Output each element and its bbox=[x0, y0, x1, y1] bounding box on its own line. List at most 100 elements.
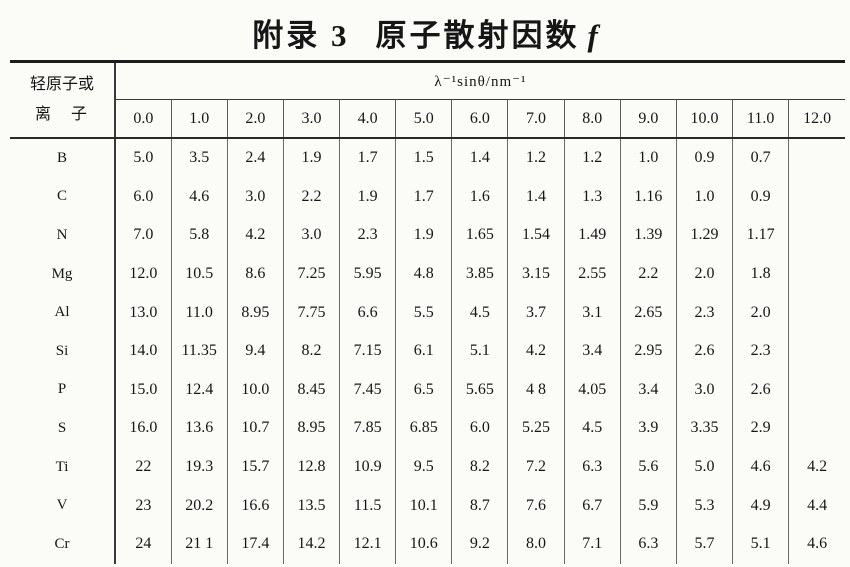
table-cell: 2.3 bbox=[732, 331, 789, 371]
table-cell: 24 bbox=[135, 535, 152, 553]
table-cell: 14.0 bbox=[129, 342, 158, 360]
table-cell: 8.0 bbox=[507, 524, 565, 564]
table-cell: 1.16 bbox=[619, 177, 677, 217]
table-cell: 2.4 bbox=[226, 138, 284, 178]
table-cell: 4.6 bbox=[732, 447, 789, 487]
table-cell: 3.4 bbox=[619, 370, 677, 410]
table-cell: 1.5 bbox=[395, 138, 452, 178]
table-cell: 1.49 bbox=[563, 216, 621, 255]
table-cell: 2.3 bbox=[339, 216, 396, 255]
table-cell bbox=[788, 370, 845, 410]
table-cell: 6.85 bbox=[395, 409, 452, 448]
column-header: 4.0 bbox=[339, 99, 396, 139]
table-cell: 5.65 bbox=[451, 370, 508, 410]
column-header: 8.0 bbox=[563, 99, 621, 139]
element-symbol: Ti bbox=[10, 447, 116, 487]
table-cell: 8.6 bbox=[226, 254, 284, 294]
table-cell: 10.7 bbox=[226, 409, 284, 448]
table-row: V 23 20.2 16.6 13.5 11.5 10.1 8.7 7.6 6.7 5.9 5.3 4.… bbox=[10, 486, 845, 525]
table-cell: 10.5 bbox=[170, 254, 228, 294]
table-cell: 15.7 bbox=[226, 447, 284, 487]
table-cell: 9.5 bbox=[395, 447, 452, 487]
table-cell: 4.2 bbox=[226, 216, 284, 255]
table-cell: 1.7 bbox=[395, 177, 452, 217]
table-cell: 4.2 bbox=[788, 447, 845, 487]
table-cell: 4.05 bbox=[563, 370, 621, 410]
table-cell bbox=[788, 409, 845, 448]
table-cell: 3.0 bbox=[675, 370, 733, 410]
row-header-line1: 轻原子或 bbox=[29, 75, 94, 93]
table-cell: 10.6 bbox=[395, 524, 452, 564]
row-header-line2: 离 子 bbox=[34, 106, 89, 123]
table-cell: 19.3 bbox=[170, 447, 228, 487]
element-symbol: V bbox=[10, 486, 116, 525]
table-cell: 7.25 bbox=[282, 254, 340, 294]
element-symbol: Si bbox=[10, 331, 116, 371]
table-cell: 12.4 bbox=[170, 370, 228, 410]
table-cell: 14.2 bbox=[282, 524, 340, 564]
table-cell: 11.35 bbox=[170, 331, 228, 371]
table-cell: 4.4 bbox=[788, 486, 845, 525]
element-symbol: N bbox=[10, 216, 116, 255]
column-header: 7.0 bbox=[507, 99, 565, 139]
table-cell: 11.0 bbox=[170, 293, 228, 332]
column-header: 3.0 bbox=[282, 99, 340, 139]
table-cell: 6.5 bbox=[395, 370, 452, 410]
table-cell: 4.8 bbox=[395, 254, 452, 294]
table-cell: 6.0 bbox=[133, 187, 154, 205]
table-cell bbox=[788, 177, 845, 217]
table-cell: 1.0 bbox=[675, 177, 733, 217]
table-cell: 1.9 bbox=[339, 177, 396, 217]
table-cell: 0.9 bbox=[675, 138, 733, 178]
table-row: Cr 24 21 1 17.4 14.2 12.1 10.6 9.2 8.0 7.1 6.3 5.7 5… bbox=[10, 524, 845, 564]
table-cell bbox=[788, 254, 845, 294]
table-cell: 5.1 bbox=[732, 524, 789, 564]
table-cell: 10.9 bbox=[339, 447, 396, 487]
table-cell: 4.6 bbox=[170, 177, 228, 217]
table-cell: 4.5 bbox=[451, 293, 508, 332]
table-cell: 1.3 bbox=[563, 177, 621, 217]
table-cell: 13.6 bbox=[170, 409, 228, 448]
table-cell: 1.65 bbox=[451, 216, 508, 255]
table-row: Ti 22 19.3 15.7 12.8 10.9 9.5 8.2 7.2 6.3 5.6 5.0 4.… bbox=[10, 447, 845, 487]
table-cell: 1.7 bbox=[339, 138, 396, 178]
table-cell: 5.25 bbox=[507, 409, 565, 448]
column-header: 1.0 bbox=[170, 99, 228, 139]
table-cell: 7.0 bbox=[133, 226, 154, 244]
table-cell: 2.2 bbox=[282, 177, 340, 217]
table-cell: 9.4 bbox=[226, 331, 284, 371]
table-cell: 1.4 bbox=[507, 177, 565, 217]
element-symbol: Al bbox=[10, 293, 116, 332]
table-cell: 12.0 bbox=[129, 265, 158, 283]
table-cell: 5.5 bbox=[395, 293, 452, 332]
table-row: Mg 12.0 10.5 8.6 7.25 5.95 4.8 3.85 3.15 2.55 2.2 2… bbox=[10, 254, 845, 294]
table-cell: 15.0 bbox=[129, 380, 158, 398]
table-cell: 23 bbox=[135, 496, 152, 514]
table-cell: 3.35 bbox=[675, 409, 733, 448]
table-cell: 1.6 bbox=[451, 177, 508, 217]
table-cell: 21 1 bbox=[170, 524, 228, 564]
table-cell: 7.75 bbox=[282, 293, 340, 332]
table-cell: 8.2 bbox=[282, 331, 340, 371]
table-row: Al 13.0 11.0 8.95 7.75 6.6 5.5 4.5 3.7 3.1 2.65 2.3… bbox=[10, 293, 845, 332]
table-cell: 5.9 bbox=[619, 486, 677, 525]
element-symbol: B bbox=[10, 138, 116, 178]
table-cell: 3.9 bbox=[619, 409, 677, 448]
table-cell: 8.45 bbox=[282, 370, 340, 410]
table-cell: 4.2 bbox=[507, 331, 565, 371]
table-cell: 0.7 bbox=[732, 138, 789, 178]
table-cell: 4.6 bbox=[788, 524, 845, 564]
table-cell: 13.5 bbox=[282, 486, 340, 525]
table-cell: 2.2 bbox=[619, 254, 677, 294]
table-cell: 17.4 bbox=[226, 524, 284, 564]
table-cell: 2.6 bbox=[675, 331, 733, 371]
table-cell: 5.6 bbox=[619, 447, 677, 487]
table-cell: 1.54 bbox=[507, 216, 565, 255]
table-cell bbox=[788, 293, 845, 332]
element-symbol: Cr bbox=[10, 524, 116, 564]
table-cell: 8.7 bbox=[451, 486, 508, 525]
column-header: 11.0 bbox=[732, 99, 789, 139]
table-cell: 3.15 bbox=[507, 254, 565, 294]
table-cell: 20.2 bbox=[170, 486, 228, 525]
element-symbol: C bbox=[10, 177, 116, 217]
